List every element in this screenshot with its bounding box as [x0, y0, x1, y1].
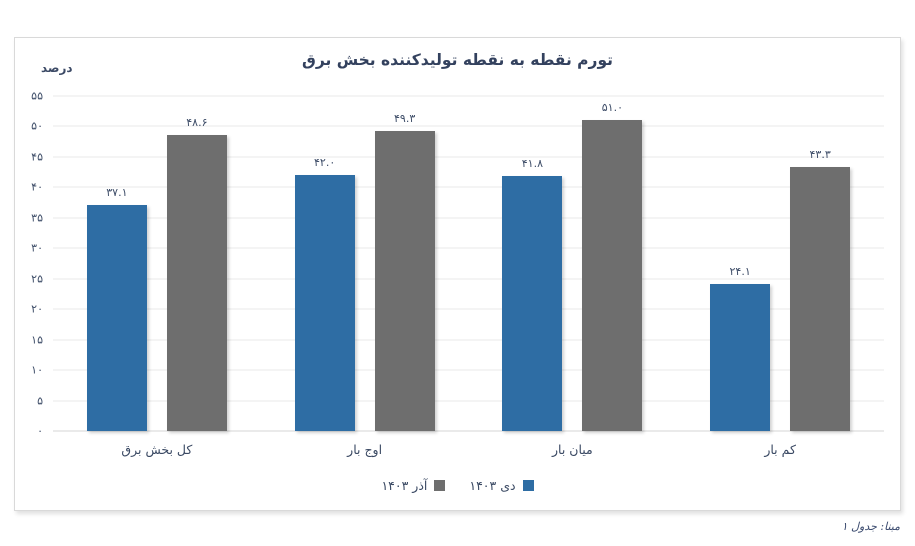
bar-slot-series-2: ۴۹.۳ — [374, 96, 435, 431]
y-tick-label: ۱۰ — [31, 363, 43, 377]
bar-slot-series-2: ۵۱.۰ — [582, 96, 643, 431]
bar-value-label: ۵۱.۰ — [601, 101, 623, 115]
y-tick-label: ۵۰ — [31, 119, 43, 133]
bar: ۵۱.۰ — [582, 101, 643, 431]
gridline — [53, 125, 884, 127]
bar-value-label: ۳۷.۱ — [106, 186, 128, 200]
gridline — [53, 186, 884, 188]
y-tick-label: ۴۰ — [31, 180, 43, 194]
bar-group: ۲۴.۱ ۴۳.۳ — [676, 96, 884, 431]
y-axis-unit-label: درصد — [41, 61, 73, 75]
x-category-label: اوج بار — [347, 442, 383, 457]
bar-group: ۴۲.۰ ۴۹.۳ — [261, 96, 469, 431]
y-tick-label: ۰ — [37, 424, 43, 438]
bar-slot-series-2: ۴۸.۶ — [166, 96, 227, 431]
chart-card: تورم نقطه به نقطه تولیدکننده بخش برق درص… — [14, 37, 901, 511]
bar-group: ۴۱.۸ ۵۱.۰ — [469, 96, 677, 431]
legend: دی ۱۴۰۳ آذر ۱۴۰۳ — [15, 478, 900, 493]
bar: ۴۹.۳ — [374, 112, 435, 431]
gridline — [53, 369, 884, 371]
y-tick-label: ۴۵ — [31, 150, 43, 164]
bar: ۲۴.۱ — [710, 265, 771, 431]
bar: ۳۷.۱ — [86, 186, 147, 431]
legend-item: آذر ۱۴۰۳ — [381, 478, 446, 493]
y-tick-label: ۵۵ — [31, 89, 43, 103]
y-tick-label: ۵ — [37, 394, 43, 408]
y-tick-label: ۱۵ — [31, 333, 43, 347]
legend-swatch-icon — [522, 480, 534, 491]
gridline — [53, 156, 884, 158]
bar-value-label: ۴۹.۳ — [394, 111, 416, 125]
gridline — [53, 278, 884, 280]
gridline — [53, 308, 884, 310]
source-note: مبنا: جدول ۱ — [841, 520, 900, 533]
y-tick-label: ۲۰ — [31, 302, 43, 316]
bar-slot-series-1: ۳۷.۱ — [86, 96, 147, 431]
legend-item: دی ۱۴۰۳ — [469, 478, 534, 493]
bar-slot-series-1: ۴۲.۰ — [294, 96, 355, 431]
plot-area: ۰ ۵ ۱۰ ۱۵ ۲۰ ۲۵ ۳۰ ۳۵ ۴۰ ۴۵ ۵۰ ۵۵ ۳۷.۱ ۴۸.۶ ۴۲.۰ ۴۹.۳ ۴… — [31, 90, 884, 438]
legend-label: دی ۱۴۰۳ — [469, 478, 516, 493]
gridline — [53, 217, 884, 219]
gridline — [53, 430, 884, 432]
bar-value-label: ۴۳.۳ — [809, 148, 831, 162]
bar-groups: ۳۷.۱ ۴۸.۶ ۴۲.۰ ۴۹.۳ ۴۱.۸ ۵۱.۰ ۲۴.۱ ۴۳.۳ — [53, 96, 884, 431]
x-axis-labels: کل بخش برق اوج بار میان بار کم بار — [53, 442, 884, 457]
bar-slot-series-1: ۲۴.۱ — [710, 96, 771, 431]
bar-value-label: ۴۲.۰ — [314, 156, 336, 170]
legend-label: آذر ۱۴۰۳ — [381, 478, 428, 493]
y-tick-label: ۳۵ — [31, 211, 43, 225]
bar: ۴۱.۸ — [502, 157, 563, 431]
bar-value-label: ۴۸.۶ — [186, 115, 208, 129]
chart-title: تورم نقطه به نقطه تولیدکننده بخش برق — [302, 51, 613, 69]
y-tick-label: ۳۰ — [31, 241, 43, 255]
gridline — [53, 400, 884, 402]
x-category-label: کم بار — [764, 442, 796, 457]
bar: ۴۸.۶ — [166, 116, 227, 431]
bar-value-label: ۲۴.۱ — [729, 265, 751, 279]
bar-value-label: ۴۱.۸ — [521, 157, 543, 171]
bar: ۴۲.۰ — [294, 156, 355, 431]
bar-slot-series-2: ۴۳.۳ — [790, 96, 851, 431]
bar-group: ۳۷.۱ ۴۸.۶ — [53, 96, 261, 431]
bar-slot-series-1: ۴۱.۸ — [502, 96, 563, 431]
gridline — [53, 339, 884, 341]
y-tick-label: ۲۵ — [31, 272, 43, 286]
x-category-label: میان بار — [551, 442, 593, 457]
legend-swatch-icon — [434, 480, 446, 491]
gridline — [53, 95, 884, 97]
gridline — [53, 247, 884, 249]
bar: ۴۳.۳ — [790, 148, 851, 431]
x-category-label: کل بخش برق — [121, 442, 193, 457]
